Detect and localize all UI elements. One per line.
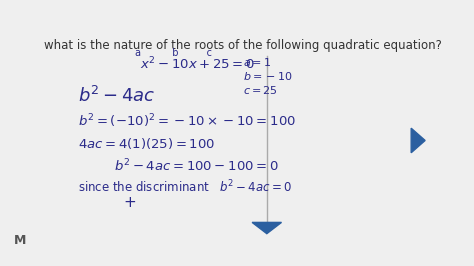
- Text: $c = 25$: $c = 25$: [243, 84, 278, 96]
- Text: what is the nature of the roots of the following quadratic equation?: what is the nature of the roots of the f…: [44, 39, 442, 52]
- Text: a          b         c: a b c: [135, 48, 212, 59]
- Text: since the discriminant   $b^2 - 4ac = 0$: since the discriminant $b^2 - 4ac = 0$: [78, 178, 292, 195]
- Polygon shape: [411, 128, 425, 153]
- Text: +: +: [124, 196, 137, 210]
- Text: $b^2 = (-10)^2 = -10 \times -10 = 100$: $b^2 = (-10)^2 = -10 \times -10 = 100$: [78, 112, 296, 130]
- Text: $b^2 - 4ac = 100 - 100 = 0$: $b^2 - 4ac = 100 - 100 = 0$: [114, 158, 279, 174]
- Text: $x^2 - 10x + 25 = 0$: $x^2 - 10x + 25 = 0$: [140, 55, 255, 72]
- Text: $4ac = 4(1)(25) = 100$: $4ac = 4(1)(25) = 100$: [78, 136, 215, 151]
- Polygon shape: [252, 222, 282, 234]
- Text: $b = -10$: $b = -10$: [243, 70, 292, 82]
- Text: $b^2 - 4ac$: $b^2 - 4ac$: [78, 86, 155, 106]
- Text: M: M: [14, 234, 27, 247]
- Text: $a = 1$: $a = 1$: [243, 56, 272, 68]
